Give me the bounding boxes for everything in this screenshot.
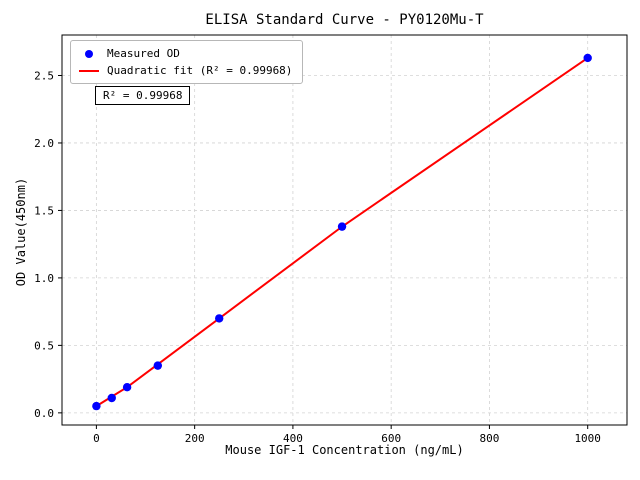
- y-tick-label: 2.0: [34, 137, 54, 150]
- plot-frame: [61, 34, 628, 426]
- y-tick-label: 1.0: [34, 272, 54, 285]
- line-marker-icon: [79, 69, 99, 72]
- data-point: [122, 383, 132, 392]
- x-tick-label: 400: [283, 432, 303, 445]
- y-tick-label: 0.0: [34, 407, 54, 420]
- x-tick-label: 800: [479, 432, 499, 445]
- scatter-marker-icon: [85, 49, 93, 58]
- x-tick-label: 1000: [574, 432, 601, 445]
- legend-label-measured-od: Measured OD: [107, 47, 180, 60]
- data-point: [337, 222, 347, 231]
- legend-label-quadratic-fit: Quadratic fit (R² = 0.99968): [107, 64, 293, 77]
- data-point: [92, 401, 101, 411]
- data-point: [583, 53, 592, 63]
- y-axis-label: OD Value(450nm): [14, 177, 28, 287]
- y-tick-label: 1.5: [34, 204, 54, 217]
- y-tick-label: 0.5: [34, 339, 54, 352]
- fit-line: [95, 57, 589, 407]
- x-axis-label: Mouse IGF-1 Concentration (ng/mL): [225, 443, 464, 457]
- chart-title: ELISA Standard Curve - PY0120Mu-T: [205, 12, 484, 28]
- r-squared-annotation: R² = 0.99968: [95, 86, 191, 105]
- x-tick-label: 0: [93, 432, 100, 445]
- data-point: [215, 314, 224, 323]
- data-point: [107, 393, 116, 403]
- x-tick-label: 600: [381, 432, 401, 445]
- y-tick-label: 2.5: [34, 69, 54, 82]
- x-tick-label: 200: [185, 432, 205, 445]
- data-point: [153, 361, 163, 370]
- legend-item-quadratic-fit: Quadratic fit (R² = 0.99968): [79, 62, 292, 79]
- legend-item-measured-od: Measured OD: [79, 45, 292, 62]
- legend: Measured OD Quadratic fit (R² = 0.99968): [70, 40, 304, 84]
